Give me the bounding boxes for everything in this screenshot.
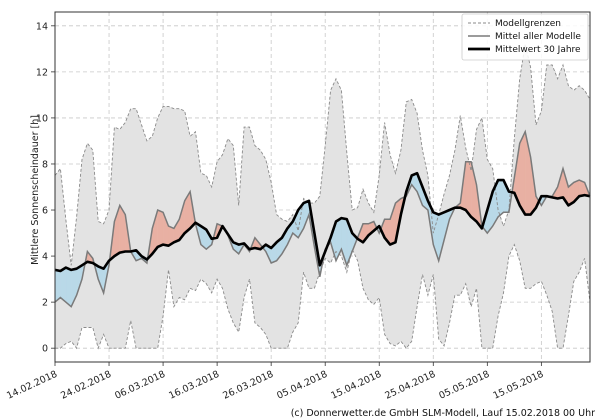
below-fill <box>60 267 66 303</box>
climate-mean-line <box>54 171 591 273</box>
below-fill <box>497 179 504 218</box>
credit-text: (c) Donnerwetter.de GmbH SLM-Modell, Lau… <box>291 408 595 419</box>
x-tick-label: 06.03.2018 <box>113 369 167 402</box>
below-fill <box>65 267 72 308</box>
above-fill <box>157 209 164 248</box>
y-tick-label: 0 <box>42 344 48 355</box>
y-tick-label: 2 <box>42 298 48 309</box>
y-tick-label: 4 <box>42 252 48 263</box>
y-axis-label: Mittlere Sonnenscheindauer [h] <box>30 115 41 265</box>
y-ticks: 0 2 4 6 8 10 12 14 <box>36 21 55 355</box>
x-tick-label: 15.04.2018 <box>329 369 383 402</box>
upper-bound-line <box>54 44 591 266</box>
y-tick-label: 10 <box>36 113 48 124</box>
series-lines <box>54 44 591 350</box>
legend-box <box>461 13 589 61</box>
legend: Modellgrenzen Mittel aller Modelle Mitte… <box>461 13 589 61</box>
y-tick-label: 8 <box>42 159 48 170</box>
legend-label-bounds: Modellgrenzen <box>495 19 561 29</box>
x-tick-label: 14.02.2018 <box>5 369 59 402</box>
lower-bound-line <box>55 243 591 350</box>
x-tick-label: 16.03.2018 <box>167 369 221 402</box>
bounds-band-fill <box>55 44 590 349</box>
x-tick-label: 26.03.2018 <box>221 369 275 402</box>
y-tick-label: 6 <box>42 206 48 217</box>
x-tick-label: 24.02.2018 <box>59 369 113 402</box>
x-tick-label: 25.04.2018 <box>383 369 437 402</box>
plot-frame <box>54 11 591 363</box>
model-bounds-band <box>55 44 590 349</box>
model-mean-line <box>54 129 591 308</box>
above-fill <box>465 161 472 218</box>
y-tick-label: 12 <box>36 67 48 78</box>
x-tick-label: 05.05.2018 <box>437 369 491 402</box>
x-tick-label: 15.05.2018 <box>491 369 545 402</box>
axes <box>54 11 591 363</box>
x-tick-label: 05.04.2018 <box>275 369 329 402</box>
y-tick-label: 14 <box>36 21 48 32</box>
x-ticks: 14.02.2018 24.02.2018 06.03.2018 16.03.2018… <box>5 362 545 402</box>
legend-label-model-mean: Mittel aller Modelle <box>495 32 581 42</box>
legend-label-climate-mean: Mittelwert 30 Jahre <box>495 45 581 55</box>
above-fill <box>519 131 526 216</box>
